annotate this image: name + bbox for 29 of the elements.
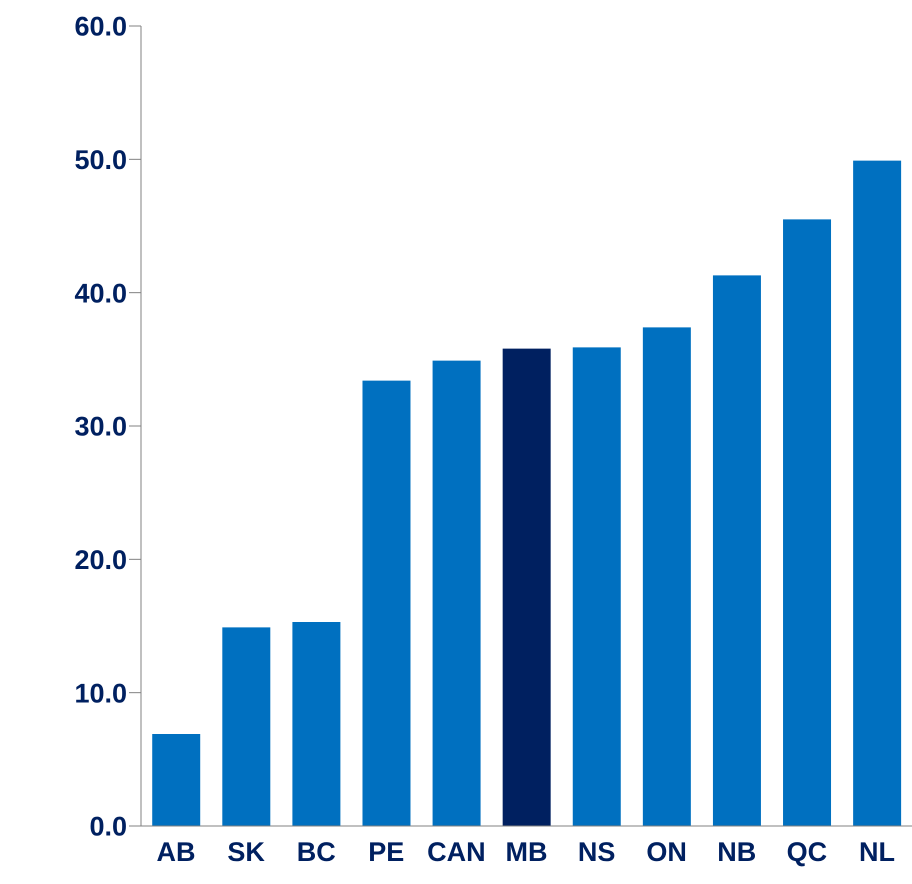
bar xyxy=(362,380,410,826)
x-tick-label: PE xyxy=(368,837,404,868)
y-tick-label: 20.0 xyxy=(74,544,127,575)
bar xyxy=(292,622,340,826)
bar xyxy=(572,347,621,826)
x-tick-label: QC xyxy=(786,837,828,868)
bar xyxy=(152,734,200,826)
bar xyxy=(853,160,902,826)
bar xyxy=(502,348,551,826)
y-tick-label: 40.0 xyxy=(74,278,127,308)
x-tick-label: CAN xyxy=(427,837,486,868)
x-tick-label: AB xyxy=(156,837,196,868)
x-tick-label: NB xyxy=(717,837,756,868)
x-tick-label: NS xyxy=(578,837,616,868)
y-tick-label: 30.0 xyxy=(74,412,127,442)
x-tick-label: NL xyxy=(858,837,895,868)
bar xyxy=(642,327,691,826)
x-tick-label: SK xyxy=(227,837,266,868)
x-tick-label: ON xyxy=(646,837,687,868)
y-tick-label: 10.0 xyxy=(74,678,127,708)
y-tick-label: 0.0 xyxy=(89,812,127,842)
bar xyxy=(432,360,481,826)
bar xyxy=(222,627,270,826)
x-tick-label: MB xyxy=(506,837,548,868)
x-tick-label: BC xyxy=(296,837,336,868)
y-tick-label: 50.0 xyxy=(74,144,127,175)
bar xyxy=(712,275,761,826)
y-tick-label: 60.0 xyxy=(74,12,127,42)
bar xyxy=(783,219,832,826)
